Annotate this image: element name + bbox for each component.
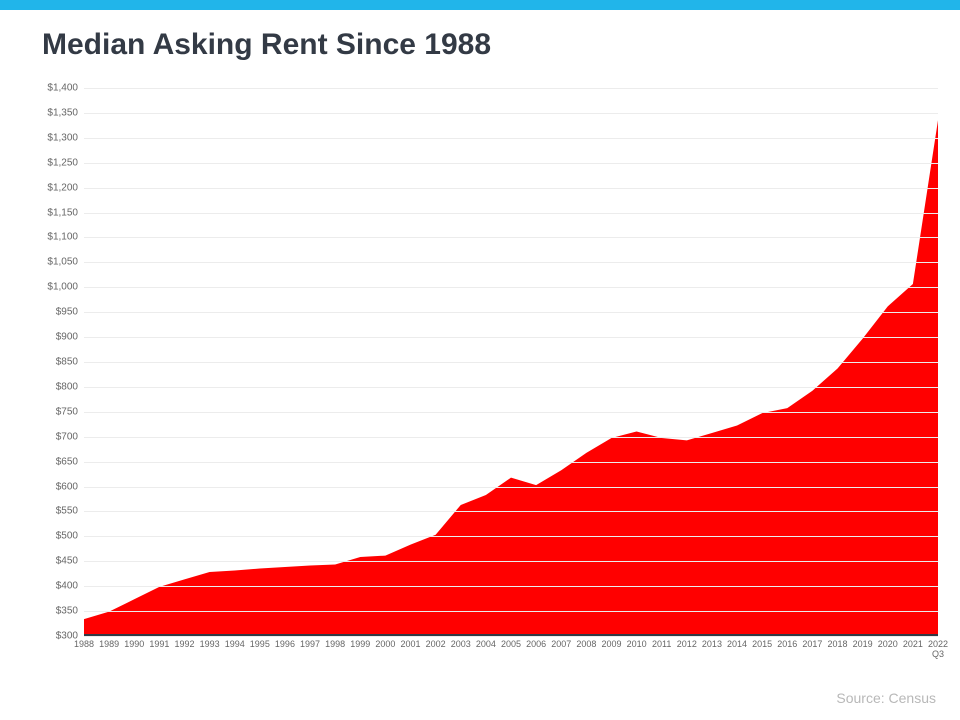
- y-axis-label: $900: [38, 332, 78, 343]
- x-axis-label: 2001: [401, 640, 421, 650]
- grid-line: [84, 262, 938, 263]
- grid-line: [84, 511, 938, 512]
- y-axis-label: $1,250: [38, 157, 78, 168]
- x-axis-label: 2009: [601, 640, 621, 650]
- chart-container: $300$350$400$450$500$550$600$650$700$750…: [42, 88, 938, 666]
- x-axis-label: 2008: [576, 640, 596, 650]
- accent-top-bar: [0, 0, 960, 10]
- x-axis-label: 2019: [853, 640, 873, 650]
- x-axis-label: 2016: [777, 640, 797, 650]
- grid-line: [84, 561, 938, 562]
- grid-line: [84, 163, 938, 164]
- x-axis-label: 2000: [375, 640, 395, 650]
- x-axis-label: 2007: [551, 640, 571, 650]
- x-axis-label: 2004: [476, 640, 496, 650]
- grid-line: [84, 213, 938, 214]
- grid-line: [84, 337, 938, 338]
- y-axis-label: $800: [38, 381, 78, 392]
- grid-line: [84, 462, 938, 463]
- grid-line: [84, 138, 938, 139]
- y-axis-label: $350: [38, 606, 78, 617]
- x-axis-label: 1997: [300, 640, 320, 650]
- x-axis-label: 1999: [350, 640, 370, 650]
- y-axis-label: $1,050: [38, 257, 78, 268]
- y-axis-label: $750: [38, 406, 78, 417]
- x-axis-label: 2012: [677, 640, 697, 650]
- x-axis-label: 1988: [74, 640, 94, 650]
- x-axis-label: 1996: [275, 640, 295, 650]
- x-axis-label: 1991: [149, 640, 169, 650]
- x-axis-label: 1989: [99, 640, 119, 650]
- grid-line: [84, 586, 938, 587]
- grid-line: [84, 611, 938, 612]
- x-axis-label: 1994: [225, 640, 245, 650]
- x-axis-label: 2018: [828, 640, 848, 650]
- y-axis-label: $1,100: [38, 232, 78, 243]
- grid-line: [84, 237, 938, 238]
- x-axis-label: 1990: [124, 640, 144, 650]
- grid-line: [84, 88, 938, 89]
- grid-line: [84, 312, 938, 313]
- y-axis-label: $950: [38, 307, 78, 318]
- grid-line: [84, 387, 938, 388]
- grid-line: [84, 188, 938, 189]
- x-axis-label: 2014: [727, 640, 747, 650]
- source-citation: Source: Census: [836, 690, 936, 706]
- y-axis-label: $1,150: [38, 207, 78, 218]
- grid-line: [84, 287, 938, 288]
- x-axis-label: 2022 Q3: [928, 640, 948, 660]
- x-axis-label: 1992: [174, 640, 194, 650]
- x-axis-label: 2015: [752, 640, 772, 650]
- area-fill: [84, 88, 938, 634]
- plot-area: [84, 88, 938, 636]
- y-axis-label: $850: [38, 357, 78, 368]
- y-axis-label: $1,350: [38, 107, 78, 118]
- grid-line: [84, 362, 938, 363]
- y-axis-label: $650: [38, 456, 78, 467]
- x-axis-label: 1993: [200, 640, 220, 650]
- grid-line: [84, 636, 938, 637]
- x-axis-label: 2020: [878, 640, 898, 650]
- y-axis-label: $300: [38, 631, 78, 642]
- grid-line: [84, 412, 938, 413]
- y-axis-label: $400: [38, 581, 78, 592]
- x-axis-label: 1995: [250, 640, 270, 650]
- x-axis-label: 2006: [526, 640, 546, 650]
- grid-line: [84, 113, 938, 114]
- x-axis-label: 2005: [501, 640, 521, 650]
- x-axis-label: 2017: [802, 640, 822, 650]
- y-axis-label: $1,300: [38, 132, 78, 143]
- y-axis-label: $500: [38, 531, 78, 542]
- y-axis-label: $700: [38, 431, 78, 442]
- grid-line: [84, 536, 938, 537]
- y-axis-label: $550: [38, 506, 78, 517]
- x-axis-label: 1998: [325, 640, 345, 650]
- x-axis-label: 2003: [451, 640, 471, 650]
- x-axis-label: 2011: [652, 640, 671, 650]
- y-axis-label: $600: [38, 481, 78, 492]
- y-axis-label: $450: [38, 556, 78, 567]
- y-axis-label: $1,000: [38, 282, 78, 293]
- y-axis-label: $1,400: [38, 83, 78, 94]
- y-axis-label: $1,200: [38, 182, 78, 193]
- grid-line: [84, 437, 938, 438]
- x-axis-label: 2021: [903, 640, 923, 650]
- grid-line: [84, 487, 938, 488]
- x-axis-label: 2002: [426, 640, 446, 650]
- x-axis-label: 2013: [702, 640, 722, 650]
- chart-title: Median Asking Rent Since 1988: [0, 10, 960, 66]
- x-axis-label: 2010: [627, 640, 647, 650]
